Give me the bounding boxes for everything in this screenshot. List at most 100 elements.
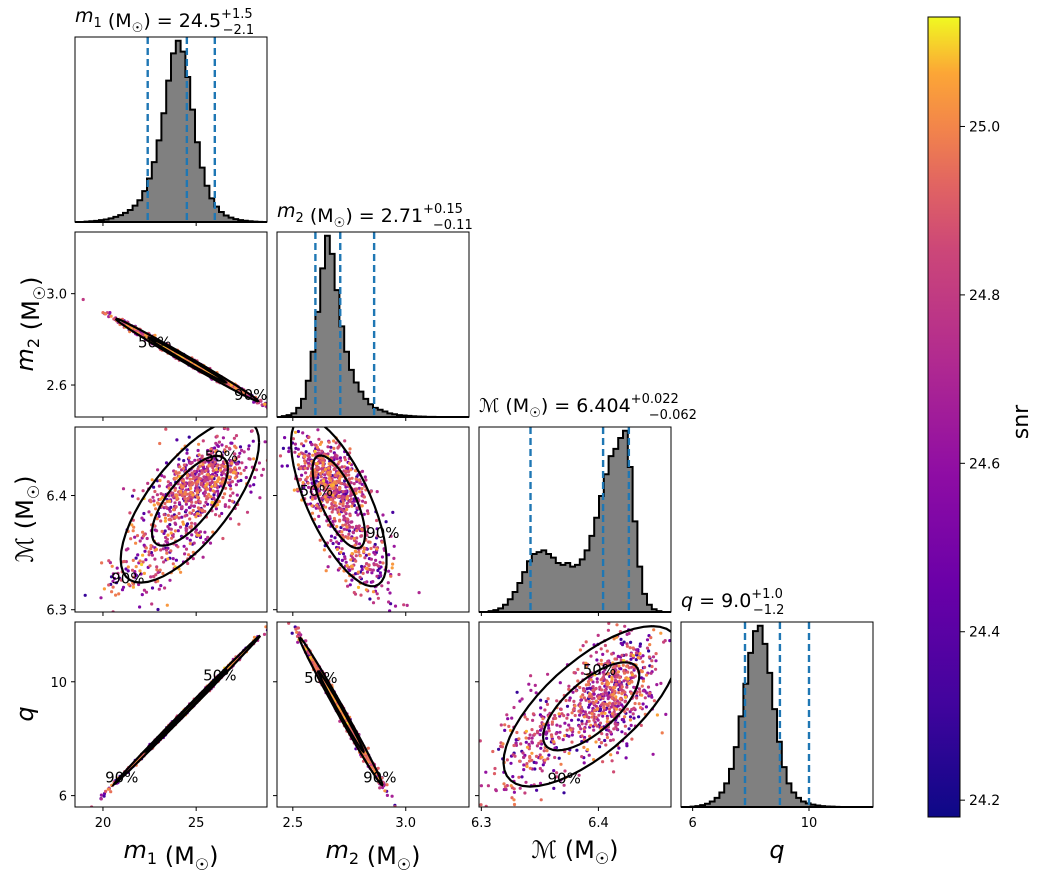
sample-point — [237, 466, 242, 470]
sample-point — [317, 437, 321, 441]
sample-point — [132, 575, 136, 579]
sample-point — [168, 578, 172, 582]
sample-point — [214, 441, 218, 445]
sample-point — [315, 466, 319, 470]
sample-point — [160, 496, 164, 500]
sample-point — [587, 753, 591, 757]
sample-point — [141, 553, 145, 557]
sample-point — [306, 466, 310, 471]
sample-point — [334, 504, 338, 508]
sample-point — [620, 730, 624, 734]
panel-frame — [74, 231, 268, 418]
sample-point — [614, 618, 617, 621]
sample-point — [174, 470, 178, 474]
sample-point — [176, 545, 180, 549]
sample-point — [204, 537, 208, 542]
sample-point — [223, 427, 227, 430]
sample-point — [230, 459, 234, 463]
sample-point — [320, 456, 325, 460]
sample-point — [305, 475, 309, 479]
sample-point — [595, 677, 599, 681]
sample-point — [149, 544, 153, 548]
sample-point — [585, 687, 589, 691]
sample-point — [340, 558, 344, 563]
sample-point — [566, 713, 570, 717]
sample-point — [358, 490, 362, 494]
sample-point — [315, 503, 319, 507]
sample-point — [345, 517, 349, 521]
sample-point — [147, 553, 151, 557]
sample-point — [360, 482, 364, 486]
sample-point — [141, 530, 145, 534]
sample-point — [380, 555, 384, 559]
sample-point — [208, 488, 213, 492]
sample-point — [132, 488, 136, 492]
sample-point — [362, 512, 366, 516]
sample-point — [206, 472, 210, 477]
sample-point — [208, 541, 213, 545]
sample-point — [392, 556, 396, 561]
sample-point — [375, 527, 379, 531]
sample-point — [161, 547, 165, 551]
sample-point — [199, 481, 204, 485]
sample-point — [175, 495, 179, 499]
sample-point — [191, 477, 195, 481]
sample-point — [184, 502, 188, 506]
sample-point — [354, 510, 358, 514]
sample-point — [83, 593, 87, 597]
sample-point — [547, 753, 551, 757]
sample-point — [563, 721, 567, 725]
sample-point — [116, 571, 120, 576]
sample-point — [297, 452, 301, 456]
sample-point — [214, 513, 218, 517]
sample-point — [100, 561, 104, 565]
sample-point — [174, 515, 178, 519]
sample-point — [333, 519, 337, 523]
sample-point — [227, 498, 232, 503]
sample-point — [601, 714, 605, 718]
sample-point — [579, 698, 584, 702]
sample-point — [356, 585, 361, 590]
sample-point — [206, 453, 210, 457]
sample-point — [336, 445, 340, 449]
sample-point — [326, 523, 331, 527]
sample-point — [344, 579, 348, 583]
sample-point — [353, 543, 357, 547]
sample-point — [360, 564, 364, 569]
sample-point — [379, 565, 383, 569]
sample-point — [206, 535, 210, 539]
sample-point — [171, 562, 175, 566]
sample-point — [270, 620, 273, 623]
sample-point — [211, 466, 215, 470]
sample-point — [328, 490, 332, 494]
sample-point — [557, 756, 561, 760]
sample-point — [168, 509, 172, 513]
sample-point — [338, 502, 342, 506]
sample-point — [315, 470, 319, 474]
sample-point — [570, 733, 574, 737]
sample-point — [166, 513, 170, 518]
sample-point — [644, 705, 649, 709]
sample-point — [287, 449, 291, 454]
sample-point — [117, 592, 121, 596]
sample-point — [133, 570, 137, 574]
sample-point — [239, 472, 243, 476]
sample-point — [152, 503, 156, 507]
sample-point — [228, 467, 232, 471]
sample-point — [321, 461, 325, 465]
sample-point — [340, 547, 344, 551]
sample-point — [111, 572, 115, 576]
sample-point — [107, 583, 111, 587]
sample-point — [177, 471, 181, 475]
sample-point — [606, 694, 610, 698]
sample-point — [270, 622, 273, 625]
sample-point — [539, 706, 543, 710]
sample-point — [107, 315, 111, 319]
sample-point — [223, 503, 227, 507]
sample-point — [335, 454, 339, 458]
sample-point — [248, 484, 252, 488]
sample-point — [258, 496, 262, 500]
sample-point — [242, 468, 246, 472]
sample-point — [157, 514, 161, 519]
contour-90 — [290, 427, 388, 588]
